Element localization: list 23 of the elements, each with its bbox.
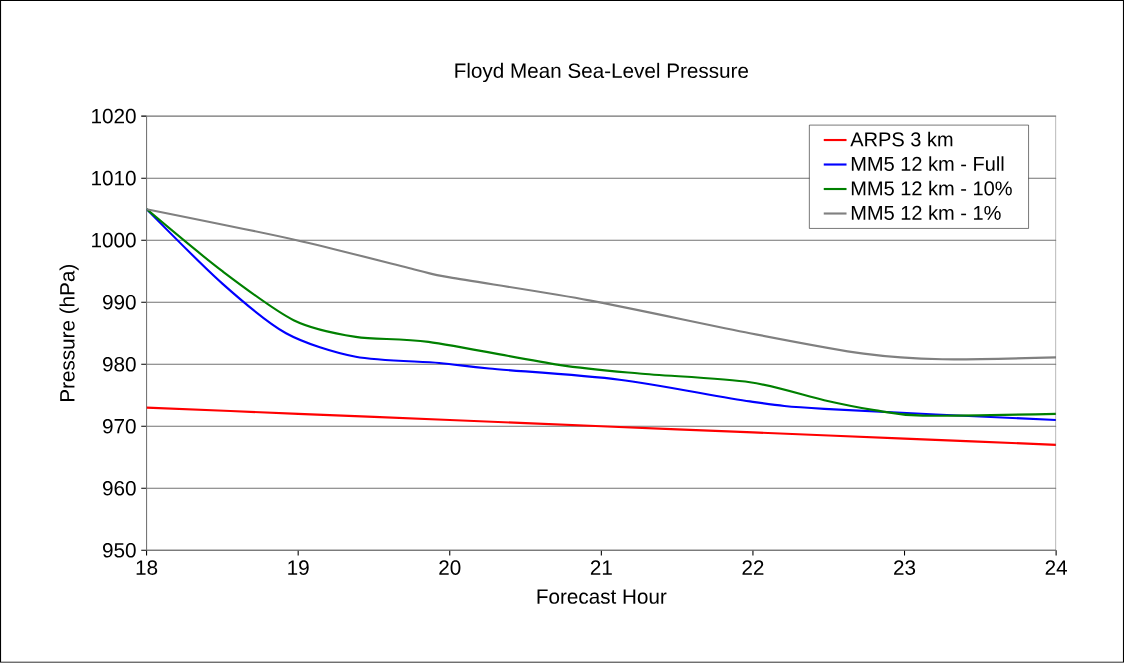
y-tick-label: 950 (103, 543, 136, 558)
y-tick-label: 1020 (92, 108, 136, 124)
y-tick-label: 1000 (92, 232, 136, 248)
x-tick-label: 18 (136, 560, 158, 576)
y-tick-label: 1010 (92, 170, 136, 186)
x-tick-label: 19 (288, 560, 309, 576)
legend-label: MM5 12 km - 1% (851, 205, 1001, 221)
y-axis-title: Pressure (hPa) (59, 265, 79, 402)
x-tick-label: 20 (439, 560, 461, 576)
x-tick-label: 22 (742, 560, 764, 575)
y-tick-label: 990 (103, 294, 136, 310)
y-tick-label: 980 (103, 356, 136, 372)
legend-label: ARPS 3 km (850, 131, 953, 147)
x-axis-title: Forecast Hour (537, 589, 667, 604)
x-tick-label: 21 (590, 560, 612, 575)
y-tick-label: 960 (103, 481, 136, 496)
x-tick-label: 24 (1045, 560, 1068, 575)
legend-label: MM5 12 km - Full (851, 156, 1004, 172)
line-series (146, 406, 1057, 446)
x-tick-label: 23 (894, 560, 916, 576)
y-tick-label: 970 (103, 419, 136, 434)
legend-label: MM5 12 km - 10% (851, 180, 1012, 196)
chart-title: Floyd Mean Sea-Level Pressure (455, 62, 749, 83)
